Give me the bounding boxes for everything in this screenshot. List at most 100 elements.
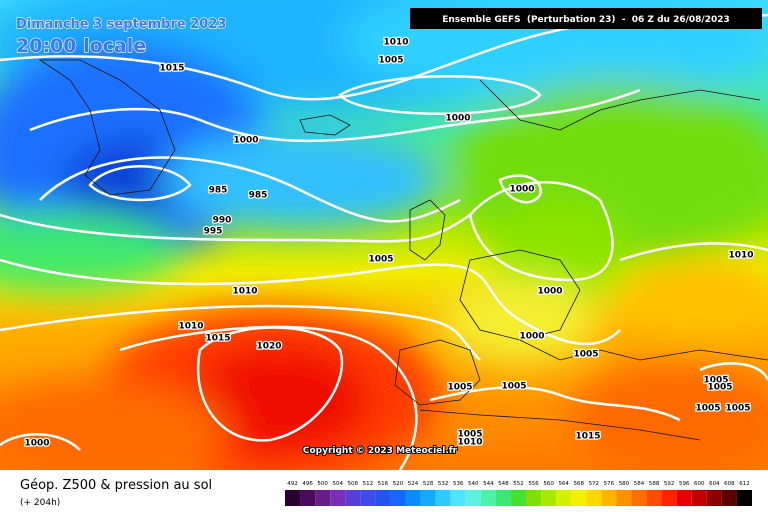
level-label: 604 xyxy=(709,481,720,487)
isobar-label: 1005 xyxy=(447,383,472,393)
isobar-label: 1010 xyxy=(383,38,408,48)
isobar-label: 985 xyxy=(249,191,268,201)
isobar-label: 1005 xyxy=(725,404,750,414)
isobar-label: 1005 xyxy=(501,382,526,392)
color-swatch xyxy=(721,490,737,506)
color-swatch xyxy=(691,490,707,506)
level-label: 608 xyxy=(724,481,735,487)
level-label: 548 xyxy=(498,481,509,487)
color-swatch xyxy=(345,490,361,506)
isobar-label: 1010 xyxy=(457,438,482,448)
level-label: 560 xyxy=(543,481,554,487)
level-label: 524 xyxy=(408,481,419,487)
footer-title: Géop. Z500 & pression au sol xyxy=(20,478,212,493)
isobar-label: 1005 xyxy=(707,383,732,393)
color-swatch xyxy=(601,490,617,506)
level-label: 592 xyxy=(664,481,675,487)
isobar-label: 1015 xyxy=(575,432,600,442)
level-label: 544 xyxy=(483,481,494,487)
color-swatch xyxy=(706,490,722,506)
level-label: 532 xyxy=(438,481,449,487)
colorbar: 492 496 500 504 508 512 516 520 524 528 532 536 540 5… xyxy=(285,481,752,506)
isobar-label: 1015 xyxy=(205,334,230,344)
isobar-label: 1010 xyxy=(232,287,257,297)
field xyxy=(0,0,768,470)
isobar-label: 1015 xyxy=(159,64,184,74)
color-swatch xyxy=(450,490,466,506)
level-label: 516 xyxy=(378,481,389,487)
color-swatch xyxy=(495,490,511,506)
color-swatch xyxy=(420,490,436,506)
color-swatch xyxy=(480,490,496,506)
isobar-label: 1010 xyxy=(728,251,753,261)
isobar-label: 1020 xyxy=(256,342,281,352)
run-box xyxy=(410,8,762,29)
color-swatch xyxy=(646,490,662,506)
color-swatch xyxy=(571,490,587,506)
level-label: 568 xyxy=(574,481,585,487)
level-label: 492 xyxy=(287,481,298,487)
level-label: 504 xyxy=(332,481,343,487)
isobar-label: 1005 xyxy=(457,430,482,440)
color-swatch xyxy=(390,490,406,506)
level-label: 584 xyxy=(634,481,645,487)
isobar-label: 985 xyxy=(209,186,228,196)
map-title: Dimanche 3 septembre 2023 xyxy=(16,17,226,32)
color-swatch xyxy=(736,490,752,506)
isobar-label: 1000 xyxy=(509,185,534,195)
map-subtitle: 20:00 locale xyxy=(16,35,146,57)
color-swatch xyxy=(556,490,572,506)
level-label: 500 xyxy=(317,481,328,487)
isobar-label: 1000 xyxy=(24,439,49,449)
color-swatch xyxy=(315,490,331,506)
color-swatch xyxy=(285,490,301,506)
isobar-label: 1000 xyxy=(233,136,258,146)
isobar-label: 1005 xyxy=(378,56,403,66)
isobar-label: 995 xyxy=(204,227,223,237)
color-swatch xyxy=(435,490,451,506)
level-label: 564 xyxy=(558,481,569,487)
level-label: 528 xyxy=(423,481,434,487)
level-label: 580 xyxy=(619,481,630,487)
color-swatch xyxy=(510,490,527,506)
level-label: 552 xyxy=(513,481,524,487)
color-swatch xyxy=(541,490,557,506)
level-label: 588 xyxy=(649,481,660,487)
isobar-label: 1000 xyxy=(445,114,470,124)
level-label: 536 xyxy=(453,481,464,487)
color-swatch xyxy=(586,490,602,506)
coastlines xyxy=(38,59,768,441)
color-swatch xyxy=(676,490,692,506)
isobar-label: 1000 xyxy=(537,287,562,297)
color-swatch xyxy=(300,490,316,506)
footer-lead: (+ 204h) xyxy=(20,498,60,508)
copyright: Copyright © 2023 Meteociel.fr xyxy=(303,446,458,456)
level-label: 540 xyxy=(468,481,479,487)
color-swatch xyxy=(616,490,632,506)
isobar-label: 1005 xyxy=(573,350,598,360)
color-swatch xyxy=(330,490,346,506)
run-info: Ensemble GEFS (Perturbation 23) - 06 Z d… xyxy=(442,15,730,25)
color-swatch xyxy=(631,490,647,506)
level-label: 520 xyxy=(393,481,404,487)
level-label: 512 xyxy=(363,481,374,487)
level-label: 612 xyxy=(739,481,750,487)
color-swatch xyxy=(360,490,376,506)
isobar-label: 1000 xyxy=(519,332,544,342)
level-label: 556 xyxy=(528,481,539,487)
isobar-label: 990 xyxy=(213,216,232,226)
color-swatch xyxy=(661,490,677,506)
level-label: 496 xyxy=(302,481,313,487)
color-swatch xyxy=(465,490,481,506)
color-swatch xyxy=(526,490,542,506)
level-label: 572 xyxy=(589,481,600,487)
color-swatch xyxy=(405,490,421,506)
level-label: 576 xyxy=(604,481,615,487)
level-label: 508 xyxy=(348,481,359,487)
isobar-label: 1005 xyxy=(695,404,720,414)
isobar-label: 1010 xyxy=(178,322,203,332)
level-label: 600 xyxy=(694,481,705,487)
level-label: 596 xyxy=(679,481,690,487)
